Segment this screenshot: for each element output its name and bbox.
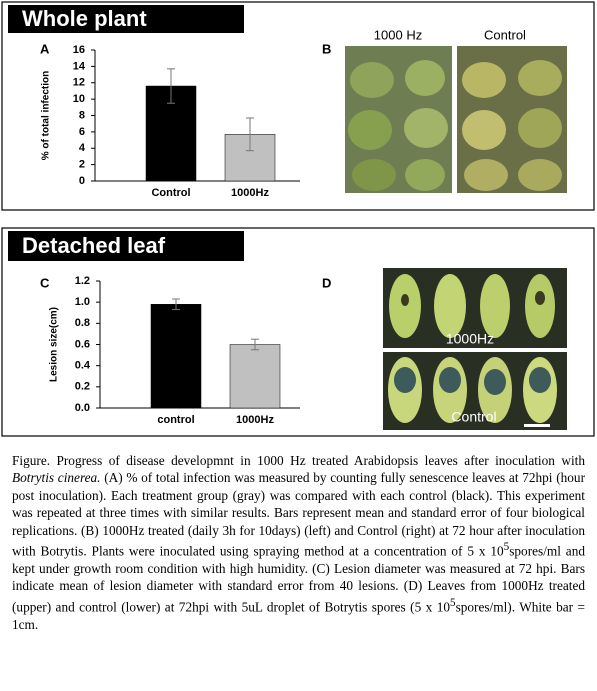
x-tick-label: Control	[151, 187, 190, 199]
y-tick-label: 14	[73, 60, 86, 72]
y-tick-label: 0.6	[75, 338, 90, 350]
photo-label: 1000Hz	[446, 331, 494, 347]
photo-leaves	[383, 268, 567, 430]
y-tick-label: 2	[79, 159, 85, 171]
y-tick-label: 1.0	[75, 296, 90, 308]
caption-sup: 5	[450, 596, 456, 609]
y-tick-label: 8	[79, 109, 85, 121]
panel-label: D	[322, 275, 331, 290]
y-tick-label: 1.2	[75, 275, 90, 287]
caption: Figure. Progress of disease developmnt i…	[12, 452, 585, 633]
y-axis-label: Lesion size(cm)	[49, 307, 60, 382]
photo-label: Control	[451, 409, 496, 425]
y-tick-label: 4	[79, 142, 86, 154]
caption-text: spores/ml and kept under growth room con…	[12, 543, 585, 615]
figure: Whole plant Detached leaf A B C D 1000 H…	[1, 1, 595, 437]
y-axis-label: % of total infection	[41, 71, 52, 160]
x-tick-label: control	[157, 414, 194, 426]
y-tick-label: 0	[79, 175, 85, 187]
caption-sup: 5	[503, 541, 510, 554]
section-title: Detached leaf	[22, 233, 166, 258]
y-tick-label: 0.8	[75, 317, 90, 329]
y-tick-label: 12	[73, 77, 85, 89]
section-title: Whole plant	[22, 6, 147, 31]
y-tick-label: 0.0	[75, 402, 90, 414]
photo-label: 1000 Hz	[374, 27, 422, 42]
y-tick-label: 10	[73, 93, 85, 105]
x-tick-label: 1000Hz	[236, 414, 274, 426]
bar	[150, 304, 202, 409]
caption-text: spores/ml). White bar = 1cm.	[12, 599, 585, 632]
x-tick-label: 1000Hz	[231, 187, 269, 199]
y-tick-label: 16	[73, 44, 85, 56]
panel-label: A	[40, 41, 50, 56]
section-tab	[8, 5, 244, 33]
section-tab	[8, 231, 244, 261]
caption-text: Figure. Progress of disease developmnt i…	[12, 453, 585, 468]
caption-italic: Botrytis cinerea.	[12, 470, 101, 486]
panel-frame	[1, 227, 595, 437]
bar	[229, 344, 281, 409]
y-tick-label: 0.2	[75, 381, 90, 393]
photo-label: Control	[484, 27, 526, 42]
caption-text: (A) % of total infection was measured by…	[12, 470, 585, 559]
panel-frame	[1, 1, 595, 211]
panel-label: C	[40, 275, 50, 290]
y-tick-label: 6	[79, 126, 85, 138]
y-tick-label: 0.4	[75, 360, 91, 372]
photo-plants	[345, 46, 567, 193]
panel-label: B	[322, 41, 331, 56]
